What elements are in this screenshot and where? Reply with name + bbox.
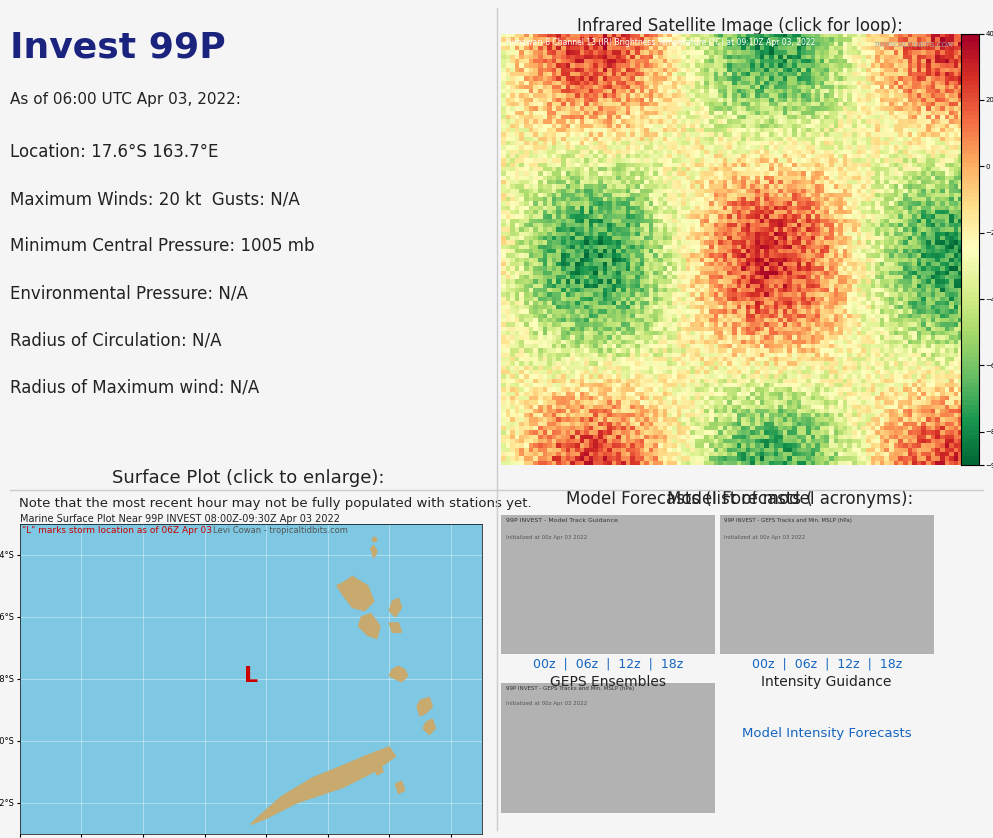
Text: Model Intensity Forecasts: Model Intensity Forecasts [742,727,912,740]
Text: "L" marks storm location as of 06Z Apr 03: "L" marks storm location as of 06Z Apr 0… [22,526,212,535]
Text: TROPICALTIDBITS.COM: TROPICALTIDBITS.COM [874,42,954,48]
Text: As of 06:00 UTC Apr 03, 2022:: As of 06:00 UTC Apr 03, 2022: [10,92,241,106]
Text: 99P INVEST - Model Track Guidance: 99P INVEST - Model Track Guidance [505,518,618,523]
Polygon shape [389,666,408,682]
Text: GEPS Ensembles: GEPS Ensembles [550,675,666,689]
Polygon shape [251,747,395,825]
Text: Note that the most recent hour may not be fully populated with stations yet.: Note that the most recent hour may not b… [20,497,532,510]
Polygon shape [389,598,401,617]
Polygon shape [395,781,405,794]
Polygon shape [373,763,383,775]
Text: Radius of Maximum wind: N/A: Radius of Maximum wind: N/A [10,378,259,396]
Text: Surface Plot (click to enlarge):: Surface Plot (click to enlarge): [112,469,384,487]
Text: Invest 99P: Invest 99P [10,31,225,65]
Text: 00z  |  06z  |  12z  |  18z: 00z | 06z | 12z | 18z [752,658,902,671]
Polygon shape [389,623,401,632]
Text: Environmental Pressure: N/A: Environmental Pressure: N/A [10,284,248,303]
Text: 00z  |  06z  |  12z  |  18z: 00z | 06z | 12z | 18z [533,658,683,671]
Text: Initialized at 00z Apr 03 2022: Initialized at 00z Apr 03 2022 [724,535,805,540]
Text: Intensity Guidance: Intensity Guidance [762,675,892,689]
Text: 99P INVEST - GEFS Tracks and Min. MSLP (hPa): 99P INVEST - GEFS Tracks and Min. MSLP (… [724,518,852,523]
Text: Infrared Satellite Image (click for loop):: Infrared Satellite Image (click for loop… [577,17,903,34]
Polygon shape [417,697,432,716]
Text: L: L [243,665,258,685]
Text: Initialized at 00z Apr 03 2022: Initialized at 00z Apr 03 2022 [505,701,587,706]
Text: Minimum Central Pressure: 1005 mb: Minimum Central Pressure: 1005 mb [10,237,315,256]
Text: Initialized at 00z Apr 03 2022: Initialized at 00z Apr 03 2022 [505,535,587,540]
Text: Marine Surface Plot Near 99P INVEST 08:00Z-09:30Z Apr 03 2022: Marine Surface Plot Near 99P INVEST 08:0… [20,514,340,524]
Text: 99P INVEST - GEPS Tracks and Min. MSLP (hPa): 99P INVEST - GEPS Tracks and Min. MSLP (… [505,685,634,691]
Polygon shape [358,613,380,639]
Text: Himawari-8 Channel 13 (IR) Brightness Temperature (°C) at 09:10Z Apr 03, 2022: Himawari-8 Channel 13 (IR) Brightness Te… [506,38,815,47]
Polygon shape [423,719,435,735]
Text: GFS Ensembles: GFS Ensembles [808,518,915,532]
Polygon shape [370,546,377,558]
Polygon shape [337,577,373,611]
Text: Levi Cowan - tropicaltidbits.com: Levi Cowan - tropicaltidbits.com [213,526,348,535]
Text: Radius of Circulation: N/A: Radius of Circulation: N/A [10,331,221,349]
Text: Model Forecasts (: Model Forecasts ( [667,489,812,508]
Text: Model Forecasts (list of model acronyms):: Model Forecasts (list of model acronyms)… [566,489,914,508]
Text: Location: 17.6°S 163.7°E: Location: 17.6°S 163.7°E [10,143,218,162]
Text: Global + Hurricane Models: Global + Hurricane Models [510,518,696,532]
Text: Maximum Winds: 20 kt  Gusts: N/A: Maximum Winds: 20 kt Gusts: N/A [10,190,300,209]
